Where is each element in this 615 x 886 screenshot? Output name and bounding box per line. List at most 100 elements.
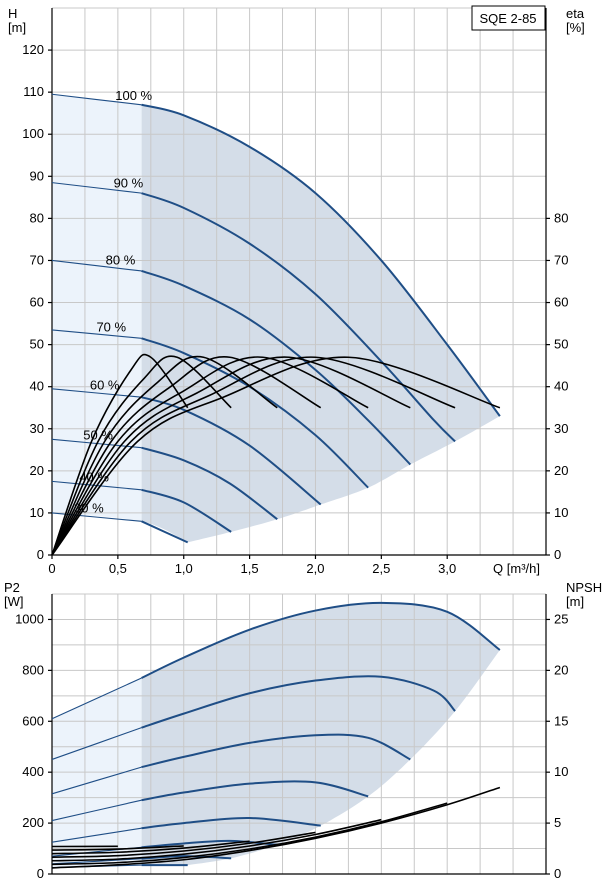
y-tick-label: 20 [30, 463, 44, 478]
y-tick-label: 30 [30, 421, 44, 436]
speed-label-90: 90 % [114, 176, 144, 191]
y-tick-label: 110 [23, 84, 44, 99]
npsh-y-tick-label: 0 [554, 866, 561, 881]
power-y-tick-label: 0 [37, 866, 44, 881]
head-curve-100 [141, 103, 501, 417]
npsh-y-tick-label: 20 [554, 662, 568, 677]
head-curve-80-low-flow [51, 259, 142, 272]
y-tick-label: 0 [37, 547, 44, 562]
y-tick-label: 10 [30, 505, 44, 520]
y2-tick-label: 60 [554, 295, 568, 310]
power-curve-60-low-flow [51, 827, 142, 843]
power-operating-region-light [52, 678, 142, 868]
npsh-y-tick-label: 25 [554, 611, 568, 626]
power-curve-60 [141, 816, 321, 830]
npsh-axis-label: NPSH [566, 580, 602, 595]
y-axis-label: [m] [8, 20, 26, 35]
x-axis-label: Q [m³/h] [493, 561, 540, 576]
x-tick-label: 2,5 [372, 561, 390, 576]
model-title: SQE 2-85 [479, 11, 536, 26]
power-curve-100 [141, 601, 501, 679]
y-tick-label: 100 [22, 126, 44, 141]
head-curve-90-low-flow [51, 182, 142, 194]
npsh-y-tick-label: 5 [554, 815, 561, 830]
npsh-curve-reduced-speed [51, 831, 316, 858]
head-curve-50 [141, 446, 278, 521]
y-tick-label: 120 [22, 42, 44, 57]
power-y-tick-label: 1000 [15, 611, 44, 626]
head-curve-30 [141, 520, 189, 544]
y2-axis-label: [%] [566, 20, 585, 35]
power-curve-40 [141, 855, 232, 860]
y2-tick-label: 10 [554, 505, 568, 520]
y2-axis-label: eta [566, 6, 585, 21]
y-tick-label: 90 [30, 168, 44, 183]
power-y-tick-label: 600 [22, 713, 44, 728]
power-chart-panel: 0 200 400 600 800 1000 0 5 10 15 20 25 P2[W] NPSH[m] [4, 580, 602, 881]
power-curve-70 [141, 780, 369, 802]
power-y-tick-label: 200 [22, 815, 44, 830]
efficiency-curve [51, 356, 322, 556]
efficiency-curve [51, 356, 411, 556]
y2-tick-label: 80 [554, 210, 568, 225]
efficiency-curve [51, 356, 369, 556]
power-curve-80 [141, 733, 411, 769]
x-tick-label: 2,0 [306, 561, 324, 576]
head-curve-70-low-flow [51, 329, 142, 339]
speed-label-100: 100 % [115, 88, 152, 103]
npsh-axis-label: [m] [566, 594, 584, 609]
power-y-tick-label: 400 [22, 764, 44, 779]
head-curve-60-low-flow [51, 388, 142, 398]
npsh-curve-reduced-speed [51, 818, 382, 862]
y-tick-label: 70 [30, 252, 44, 267]
power-y-tick-label: 800 [22, 662, 44, 677]
y2-tick-label: 0 [554, 547, 561, 562]
y-tick-label: 60 [30, 295, 44, 310]
x-tick-label: 0,5 [109, 561, 127, 576]
y-tick-label: 50 [30, 337, 44, 352]
power-axis-label: [W] [4, 594, 24, 609]
efficiency-curve [51, 355, 232, 556]
y-tick-label: 40 [30, 379, 44, 394]
head-curve-90 [141, 192, 456, 443]
power-curve-80-low-flow [51, 766, 142, 795]
npsh-curve-reduced-speed [51, 845, 184, 851]
head-curve-100-low-flow [51, 93, 142, 106]
y2-tick-label: 50 [554, 337, 568, 352]
x-tick-label: 1,5 [241, 561, 259, 576]
npsh-y-tick-label: 10 [554, 764, 568, 779]
head-curve-40 [141, 488, 232, 533]
efficiency-curve [51, 355, 278, 556]
power-curve-90-low-flow [51, 727, 142, 760]
head-curve-60 [141, 396, 322, 506]
y-axis-label: H [8, 6, 17, 21]
y2-tick-label: 40 [554, 379, 568, 394]
npsh-y-tick-label: 15 [554, 713, 568, 728]
efficiency-curve [51, 356, 456, 556]
y-tick-label: 80 [30, 210, 44, 225]
speed-label-80: 80 % [106, 253, 136, 268]
head-curve-80 [141, 270, 412, 466]
npsh-curve-reduced-speed [51, 802, 448, 866]
x-tick-label: 1,0 [175, 561, 193, 576]
y2-tick-label: 20 [554, 463, 568, 478]
power-axis-label: P2 [4, 580, 20, 595]
operating-region-light [52, 94, 142, 522]
efficiency-curve [51, 356, 501, 556]
npsh-curve [51, 786, 501, 869]
power-curve-90 [141, 675, 456, 729]
npsh-curve-reduced-speed [51, 840, 250, 855]
power-operating-region [141, 602, 500, 866]
power-curve-70-low-flow [51, 799, 142, 822]
head-curve-30-low-flow [51, 512, 142, 522]
head-chart-panel: 100 %90 %80 %70 %60 %50 %40 %30 %0102030… [8, 6, 585, 576]
speed-label-60: 60 % [90, 378, 120, 393]
y2-tick-label: 70 [554, 252, 568, 267]
y2-tick-label: 30 [554, 421, 568, 436]
power-curve-100-low-flow [51, 677, 142, 720]
x-tick-label: 3,0 [438, 561, 456, 576]
model-title-box: SQE 2-85 [471, 5, 546, 31]
speed-label-70: 70 % [96, 319, 126, 334]
